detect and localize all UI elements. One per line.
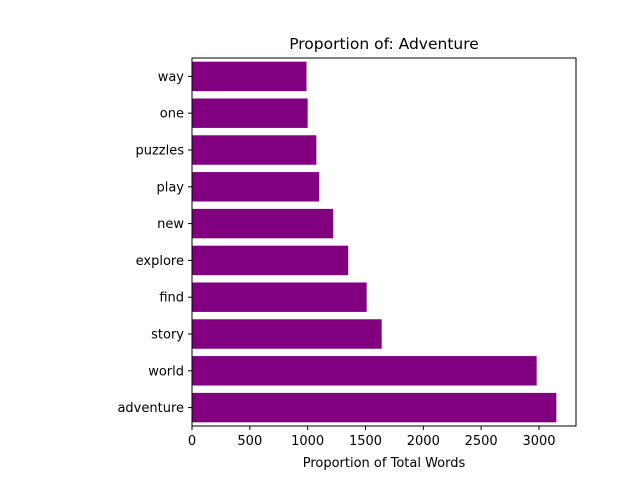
y-tick-label: one bbox=[160, 107, 184, 122]
x-axis: 0 500 1000 1500 2000 2500 3000 bbox=[188, 426, 556, 449]
y-tick-label: new bbox=[157, 217, 184, 232]
bars-group bbox=[192, 61, 557, 423]
y-tick-label: explore bbox=[136, 254, 184, 269]
bar-play bbox=[192, 172, 320, 202]
bar-new bbox=[192, 208, 334, 239]
y-tick-label: puzzles bbox=[135, 144, 184, 159]
x-tick-label: 1500 bbox=[349, 434, 382, 449]
bar-explore bbox=[192, 245, 349, 276]
bar-adventure bbox=[192, 392, 557, 423]
x-tick-label: 3000 bbox=[522, 434, 555, 449]
bar-find bbox=[192, 282, 367, 312]
x-tick-label: 2000 bbox=[407, 434, 440, 449]
y-tick-label: way bbox=[158, 70, 185, 85]
y-tick-label: find bbox=[159, 291, 184, 306]
bar-puzzles bbox=[192, 135, 317, 165]
bar-story bbox=[192, 319, 382, 349]
x-tick-label: 0 bbox=[188, 434, 196, 449]
bar-world bbox=[192, 356, 537, 386]
y-tick-label: story bbox=[151, 328, 184, 343]
x-tick-label: 500 bbox=[237, 434, 262, 449]
y-axis: adventure world story find explore new play puz… bbox=[117, 70, 192, 416]
y-tick-label: adventure bbox=[117, 401, 184, 416]
x-tick-label: 1000 bbox=[291, 434, 324, 449]
plot-frame bbox=[191, 57, 577, 427]
y-tick-label: world bbox=[148, 364, 184, 379]
chart-title: Proportion of: Adventure bbox=[289, 35, 479, 53]
bar-way bbox=[192, 61, 307, 92]
y-tick-label: play bbox=[156, 180, 184, 195]
x-tick-label: 2500 bbox=[465, 434, 498, 449]
bar-one bbox=[192, 98, 308, 128]
x-axis-label: Proportion of Total Words bbox=[303, 456, 466, 471]
